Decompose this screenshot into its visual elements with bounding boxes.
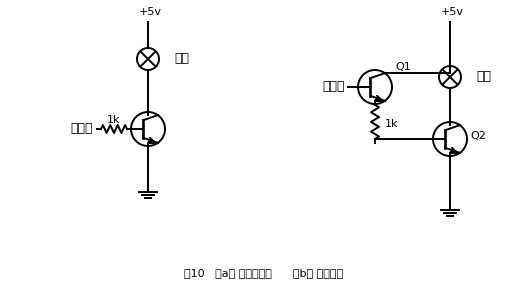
Text: 1k: 1k <box>107 115 121 125</box>
Text: 触发器: 触发器 <box>323 80 345 94</box>
Text: Q1: Q1 <box>395 62 411 72</box>
Text: 负载: 负载 <box>174 51 189 65</box>
Text: +5v: +5v <box>440 7 464 17</box>
Text: 1k: 1k <box>385 119 399 129</box>
Text: +5v: +5v <box>138 7 162 17</box>
Text: Q2: Q2 <box>470 131 486 141</box>
Text: 负载: 负载 <box>476 69 491 82</box>
Text: 图10   （a） 基本电路图      （b） 改良电路: 图10 （a） 基本电路图 （b） 改良电路 <box>184 268 344 278</box>
Text: 触发器: 触发器 <box>71 123 93 135</box>
